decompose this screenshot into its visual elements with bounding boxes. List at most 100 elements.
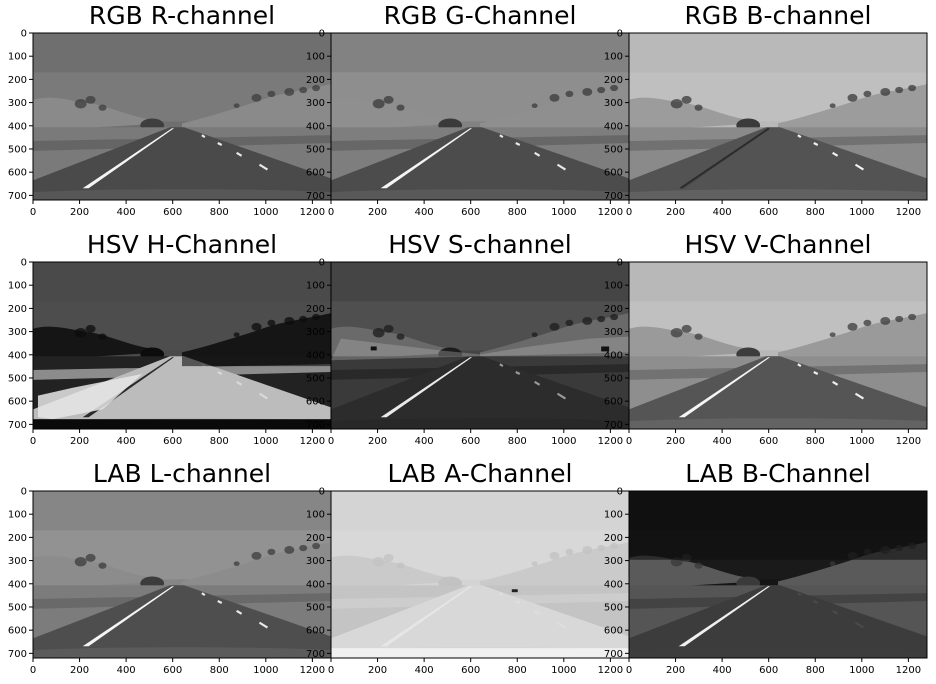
x-tick-label: 0 <box>30 665 36 676</box>
x-tick-label: 400 <box>117 207 136 218</box>
channel-image-axes: 0 200 400 600 800 1000 12000100200300400500600… <box>604 29 928 218</box>
y-tick-label: 200 <box>604 533 623 544</box>
y-tick-label: 300 <box>8 556 27 567</box>
y-tick-label: 100 <box>306 52 325 63</box>
y-tick-label: 0 <box>319 29 325 40</box>
y-tick-label: 600 <box>306 168 325 179</box>
x-tick-label: 1000 <box>849 436 874 447</box>
y-tick-label: 400 <box>306 579 325 590</box>
road-scene-image <box>33 491 331 658</box>
y-tick-label: 600 <box>604 397 623 408</box>
channel-image-axes: 0 200 400 600 800 1000 12000100200300400500600… <box>306 258 630 447</box>
channel-image <box>33 491 331 658</box>
y-tick-label: 0 <box>617 258 623 269</box>
x-tick-label: 600 <box>759 207 778 218</box>
x-tick-label: 0 <box>626 665 632 676</box>
y-tick-label: 400 <box>604 579 623 590</box>
y-tick-label: 400 <box>306 350 325 361</box>
axes-frame <box>628 261 928 430</box>
x-tick-label: 400 <box>415 436 434 447</box>
y-tick-label: 300 <box>306 327 325 338</box>
channel-image-axes: 0 200 400 600 800 1000 12000100200300400500600… <box>8 29 332 218</box>
y-tick-label: 0 <box>319 487 325 498</box>
road-scene-image <box>629 491 927 658</box>
x-tick-label: 1200 <box>598 665 623 676</box>
y-tick-label: 600 <box>8 626 27 637</box>
y-tick-label: 500 <box>8 144 27 155</box>
y-tick-label: 500 <box>306 373 325 384</box>
y-tick-label: 700 <box>8 649 27 660</box>
x-tick-label: 400 <box>713 207 732 218</box>
channel-image-axes: 0 200 400 600 800 1000 12000100200300400500600… <box>306 29 630 218</box>
axes: 0 200 400 600 800 1000 12000100200300400500600… <box>306 29 630 218</box>
panel-title: RGB G-Channel <box>383 1 577 30</box>
y-tick-label: 100 <box>306 510 325 521</box>
road-scene-image <box>331 491 629 658</box>
y-tick-label: 300 <box>306 556 325 567</box>
x-tick-label: 1200 <box>300 207 325 218</box>
y-tick-label: 400 <box>306 121 325 132</box>
y-tick-label: 600 <box>8 168 27 179</box>
y-tick-label: 200 <box>604 304 623 315</box>
panel-title: LAB L-channel <box>92 459 272 488</box>
channel-image <box>629 33 927 200</box>
axes-frame <box>628 490 928 659</box>
x-tick-label: 1200 <box>300 665 325 676</box>
y-tick-label: 600 <box>604 168 623 179</box>
y-tick-label: 300 <box>604 556 623 567</box>
channel-image <box>331 33 629 200</box>
road-scene-image <box>629 33 927 200</box>
x-tick-label: 600 <box>461 665 480 676</box>
x-tick-label: 1000 <box>551 207 576 218</box>
y-tick-label: 700 <box>604 420 623 431</box>
channel-image-axes: 0 200 400 600 800 1000 12000100200300400500600… <box>8 258 332 447</box>
y-tick-label: 100 <box>8 52 27 63</box>
x-tick-label: 800 <box>806 665 825 676</box>
x-tick-label: 600 <box>759 665 778 676</box>
y-tick-label: 0 <box>319 258 325 269</box>
y-tick-label: 500 <box>306 602 325 613</box>
y-tick-label: 600 <box>8 397 27 408</box>
x-tick-label: 200 <box>368 436 387 447</box>
y-tick-label: 700 <box>306 649 325 660</box>
axes: 0 200 400 600 800 1000 12000100200300400500600… <box>604 487 928 676</box>
y-tick-label: 700 <box>8 420 27 431</box>
x-tick-label: 800 <box>210 665 229 676</box>
y-tick-label: 0 <box>21 258 27 269</box>
x-tick-label: 600 <box>163 207 182 218</box>
channel-image-axes: 0 200 400 600 800 1000 12000100200300400500600… <box>604 258 928 447</box>
x-tick-label: 600 <box>461 436 480 447</box>
y-tick-label: 400 <box>8 579 27 590</box>
x-tick-label: 400 <box>117 436 136 447</box>
x-tick-label: 800 <box>806 436 825 447</box>
x-tick-label: 1000 <box>551 436 576 447</box>
x-tick-label: 0 <box>626 436 632 447</box>
x-tick-label: 800 <box>508 665 527 676</box>
channel-image <box>331 491 629 658</box>
y-tick-label: 700 <box>306 191 325 202</box>
x-tick-label: 200 <box>70 436 89 447</box>
y-tick-label: 700 <box>8 191 27 202</box>
x-tick-label: 400 <box>415 665 434 676</box>
x-tick-label: 0 <box>328 207 334 218</box>
panel-title: RGB R-channel <box>88 1 276 30</box>
y-tick-label: 0 <box>617 29 623 40</box>
channel-image <box>331 262 629 429</box>
y-tick-label: 300 <box>604 327 623 338</box>
road-scene-image <box>331 33 629 200</box>
y-tick-label: 600 <box>604 626 623 637</box>
x-tick-label: 400 <box>117 665 136 676</box>
y-tick-label: 500 <box>604 144 623 155</box>
x-tick-label: 1000 <box>849 665 874 676</box>
channel-image <box>33 262 331 429</box>
axes: 0 200 400 600 800 1000 12000100200300400500600… <box>604 258 928 447</box>
y-tick-label: 700 <box>604 649 623 660</box>
x-tick-label: 200 <box>666 436 685 447</box>
x-tick-label: 1000 <box>253 665 278 676</box>
axes-frame <box>628 32 928 201</box>
x-tick-label: 800 <box>210 436 229 447</box>
y-tick-label: 300 <box>8 327 27 338</box>
x-tick-label: 1200 <box>598 207 623 218</box>
channel-image-axes: 0 200 400 600 800 1000 12000100200300400500600… <box>306 487 630 676</box>
x-tick-label: 1200 <box>598 436 623 447</box>
